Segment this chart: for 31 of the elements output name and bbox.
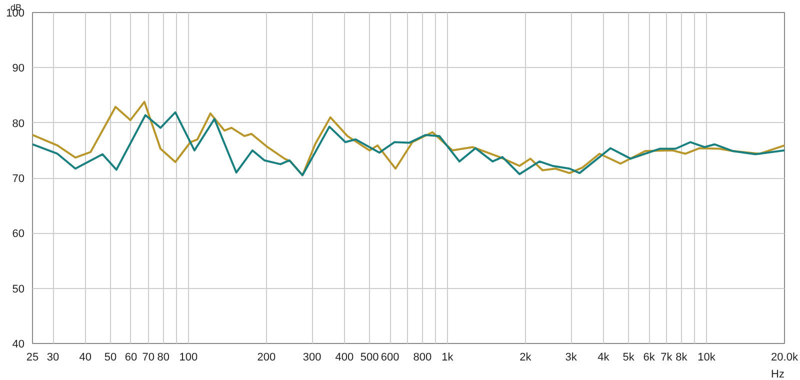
x-tick-label: 6k [643, 352, 656, 364]
y-tick-label: 60 [12, 228, 25, 240]
x-tick-label: 30 [46, 352, 60, 364]
x-tick-label: 60 [124, 352, 138, 364]
y-tick-label: 80 [12, 118, 25, 130]
x-tick-label: 70 [142, 352, 154, 364]
x-tick-label: 300 [302, 352, 322, 364]
y-tick-label: 90 [12, 62, 25, 75]
y-tick-label: 40 [12, 338, 25, 350]
x-tick-label: 4k [598, 352, 610, 364]
x-tick-label: 800 [413, 352, 432, 364]
x-tick-label: 80 [157, 352, 170, 364]
x-tick-label: 40 [79, 352, 92, 364]
x-tick-label: 20.0k [771, 352, 798, 364]
x-tick-label: 600 [380, 352, 400, 364]
x-tick-label: 3k [565, 352, 578, 364]
x-tick-label: 100 [179, 352, 198, 364]
x-tick-label: 5k [622, 352, 635, 364]
x-tick-label: 1k [442, 352, 454, 364]
y-tick-label: 70 [12, 173, 25, 185]
x-tick-label: 50 [104, 352, 117, 364]
x-tick-label: 7k [660, 352, 673, 364]
x-tick-label: 400 [335, 352, 354, 364]
x-tick-label: 25 [26, 352, 39, 364]
x-tick-label: 10k [698, 352, 716, 364]
x-tick-label: 2k [520, 352, 532, 364]
x-axis-title: Hz [771, 368, 785, 380]
x-tick-label: 200 [257, 352, 276, 364]
y-tick-label: 50 [12, 283, 25, 296]
x-tick-label: 500 [360, 352, 379, 364]
x-tick-label: 8k [676, 352, 688, 364]
